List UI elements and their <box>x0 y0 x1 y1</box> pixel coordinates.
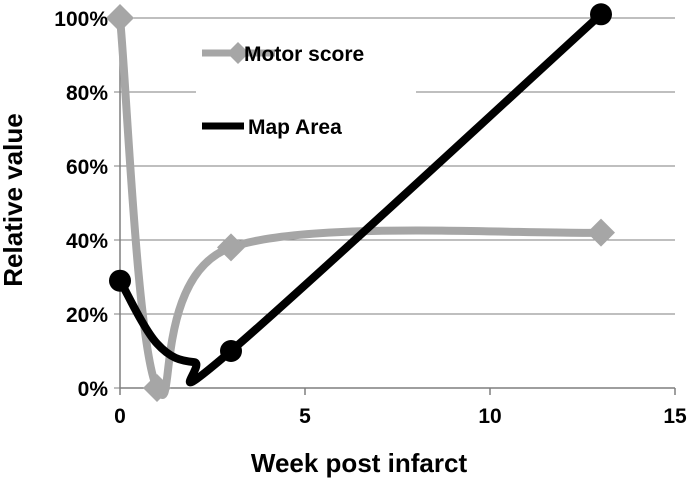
data-point-motor-score <box>106 4 134 32</box>
x-tick-label: 10 <box>478 405 501 428</box>
data-point-map-area <box>109 269 131 292</box>
y-tick-label: 100% <box>54 8 108 31</box>
legend-item-motor-score: Motor score <box>202 42 364 66</box>
series-line-motor-score <box>116 14 605 399</box>
data-point-map-area <box>220 340 242 362</box>
x-tick-label: 0 <box>114 405 126 428</box>
series-markers <box>106 3 615 402</box>
x-axis-title: Week post infarct <box>251 448 468 478</box>
x-tick-label: 5 <box>299 405 311 428</box>
y-tick-label: 40% <box>66 230 108 253</box>
data-point-motor-score <box>217 233 245 262</box>
legend-label-motor-score: Motor score <box>244 43 364 66</box>
series-line-map-area <box>116 10 605 387</box>
tick-labels: 0% 20% 40% 60% 80% 100% 0 5 10 15 <box>54 8 687 428</box>
y-tick-label: 20% <box>66 304 108 327</box>
y-tick-label: 60% <box>66 156 108 179</box>
y-tick-label: 0% <box>78 378 109 401</box>
data-point-motor-score <box>143 374 171 402</box>
x-tick-label: 15 <box>663 405 687 428</box>
legend-item-map-area: Map Area <box>202 116 342 139</box>
data-point-map-area <box>590 3 612 26</box>
legend-label-map-area: Map Area <box>248 116 342 139</box>
y-tick-label: 80% <box>66 82 108 105</box>
legend-diamond-marker <box>227 42 249 64</box>
data-point-motor-score <box>587 218 615 247</box>
legend: Motor score Map Area <box>196 34 416 154</box>
series-lines <box>116 10 605 399</box>
y-axis-title: Relative value <box>0 113 28 286</box>
axes <box>114 17 676 395</box>
